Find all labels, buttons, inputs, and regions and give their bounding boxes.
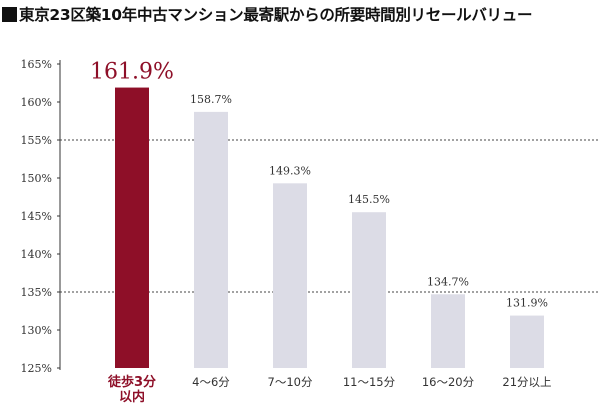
bar-value-label: 161.9% [90,60,174,85]
title-square-icon [2,6,17,22]
y-tick-label: 155% [21,134,52,147]
y-tick-label: 150% [21,172,52,185]
x-category-label: 21分以上 [502,375,551,389]
x-category-label: 以内 [119,389,145,405]
bar [273,183,307,368]
x-category-label: 4〜6分 [192,375,230,389]
chart-title: 東京23区築10年中古マンション最寄駅からの所要時間別リセールバリュー [19,6,533,24]
x-category-label: 16〜20分 [422,375,475,389]
bar [510,315,544,368]
bar [194,111,228,368]
chart-title-row: 東京23区築10年中古マンション最寄駅からの所要時間別リセールバリュー [0,0,532,28]
y-tick-label: 145% [21,210,52,223]
bar-value-label: 149.3% [269,164,311,177]
y-tick-label: 125% [21,362,52,375]
bar [352,212,386,368]
bar-value-label: 134.7% [427,275,469,288]
x-category-label: 11〜15分 [343,375,396,389]
bar-value-label: 145.5% [348,193,390,206]
bar [115,87,149,368]
y-tick-label: 135% [21,286,52,299]
bar-value-label: 158.7% [190,93,232,106]
y-tick-label: 140% [21,248,52,261]
x-category-label: 7〜10分 [268,375,313,389]
x-category-label: 徒歩3分 [107,374,156,390]
y-tick-label: 160% [21,96,52,109]
y-tick-label: 130% [21,324,52,337]
y-tick-label: 165% [21,58,52,71]
bar-value-label: 131.9% [506,297,548,310]
bar [431,294,465,368]
